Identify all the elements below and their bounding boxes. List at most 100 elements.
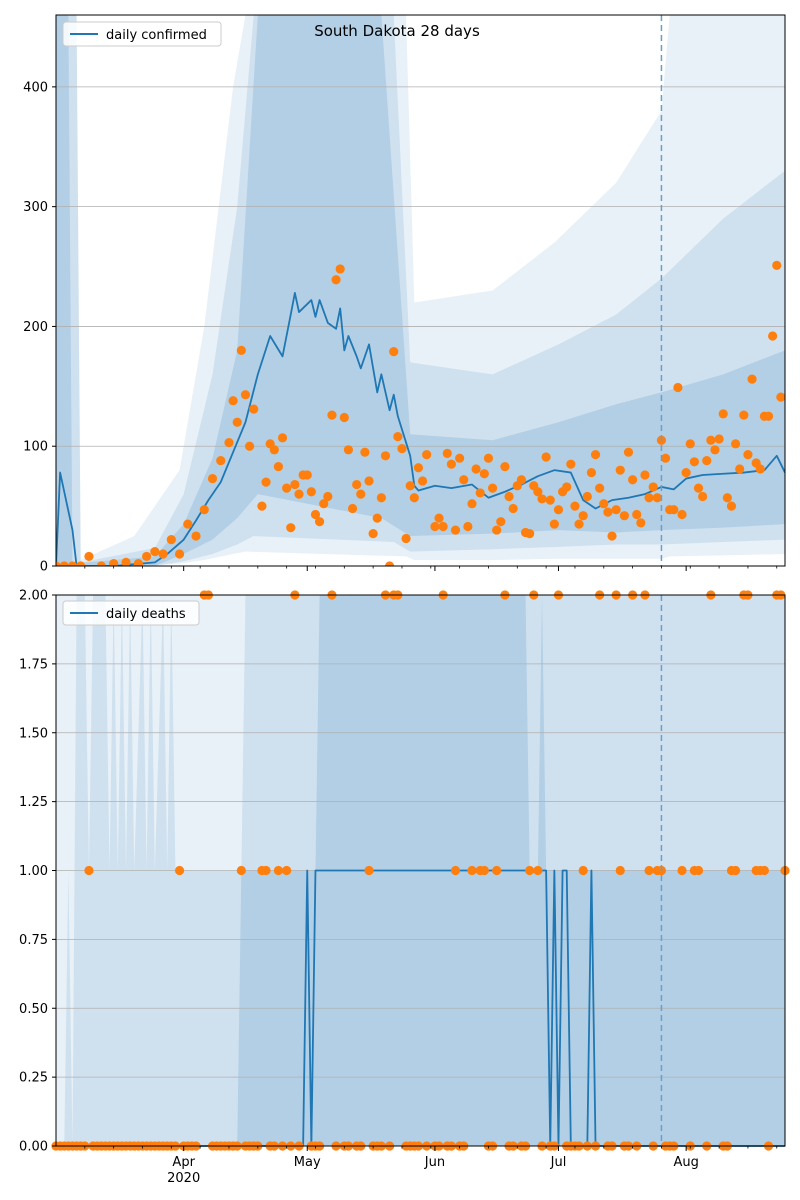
y-tick-label: 0.25 [19,1071,48,1086]
data-point [261,477,271,487]
data-point [471,464,481,474]
confirmed-legend-box [62,21,222,47]
data-point [417,476,428,486]
data-point [607,531,617,541]
data-point [689,457,699,467]
data-point [121,557,131,566]
data-point [768,331,778,341]
data-point [730,439,741,449]
data-point [492,525,502,535]
data-point [335,264,345,274]
data-point [673,382,683,393]
deaths-plot [51,590,790,1151]
data-point [174,549,185,559]
data-point [397,444,407,454]
data-point [306,487,316,497]
data-point [450,525,461,535]
deaths-y-axis: 0.00 0.25 0.50 0.75 1.00 1.25 1.50 1.75 2.00 [19,589,56,1155]
confirmed-axes-frame [55,14,786,567]
data-point [455,453,465,463]
data-point [496,517,506,527]
data-point [772,260,782,270]
series-line [56,291,785,566]
data-point [191,531,201,541]
data-point [537,494,547,504]
data-point [286,523,296,533]
data-point [183,519,193,529]
x-tick-label: Jul [550,1155,567,1170]
data-point [706,435,716,445]
data-point [174,865,185,876]
data-point [405,481,415,491]
data-point [685,439,695,449]
data-point [533,487,543,497]
data-point [393,432,403,442]
data-point [323,491,333,502]
data-point [492,865,502,876]
y-tick-label: 2.00 [19,589,48,604]
data-point [578,865,588,876]
data-point [693,865,704,876]
x-tick-year-label: 2020 [167,1171,200,1186]
deaths-legend-box [62,600,200,626]
data-point [636,518,646,528]
y-tick-label: 300 [23,200,48,215]
data-point [158,549,168,559]
data-point [67,561,78,566]
data-point [450,865,461,876]
data-point [236,865,246,876]
confirmed-plot [56,260,785,566]
data-point [356,489,366,499]
series-line [56,869,785,1147]
data-point [302,470,312,480]
data-point [508,503,518,514]
data-point [290,479,300,490]
data-point [574,519,584,529]
data-point [562,482,572,492]
data-point [327,410,337,420]
data-point [714,434,724,444]
y-tick-label: 1.00 [19,864,48,879]
band-middle [56,15,785,566]
band-outer [56,15,785,566]
data-point [660,453,671,463]
data-point [294,489,304,499]
data-point [479,469,489,479]
confirmed-panel: 0 100 200 300 400 South Dakota 28 days daily… [23,14,786,575]
y-tick-label: 0.50 [19,1002,48,1017]
data-point [434,513,444,523]
data-point [755,464,765,474]
data-point [277,433,288,443]
data-point [644,493,654,503]
data-point [483,453,494,463]
data-point [710,445,720,455]
y-tick-label: 0.75 [19,933,48,948]
y-tick-label: 0 [40,560,48,575]
data-point [525,529,535,539]
data-point [257,501,267,511]
data-point [142,551,152,562]
confirmed-bands [56,15,785,566]
data-point [648,482,658,492]
data-point [553,505,564,515]
data-point [133,559,143,566]
data-point [500,461,510,472]
data-point [372,513,382,523]
data-point [331,275,341,285]
data-point [310,509,321,520]
data-point [467,499,477,509]
data-point [409,493,419,503]
data-point [232,417,242,427]
data-point [442,448,452,458]
data-point [644,865,654,876]
data-point [459,475,469,485]
data-point [199,505,209,515]
data-point [282,483,292,493]
chart-title: South Dakota 28 days [314,22,480,40]
data-point [282,865,292,876]
data-point [652,493,662,503]
data-point [314,517,325,527]
data-point [339,412,349,423]
data-point [595,483,605,493]
